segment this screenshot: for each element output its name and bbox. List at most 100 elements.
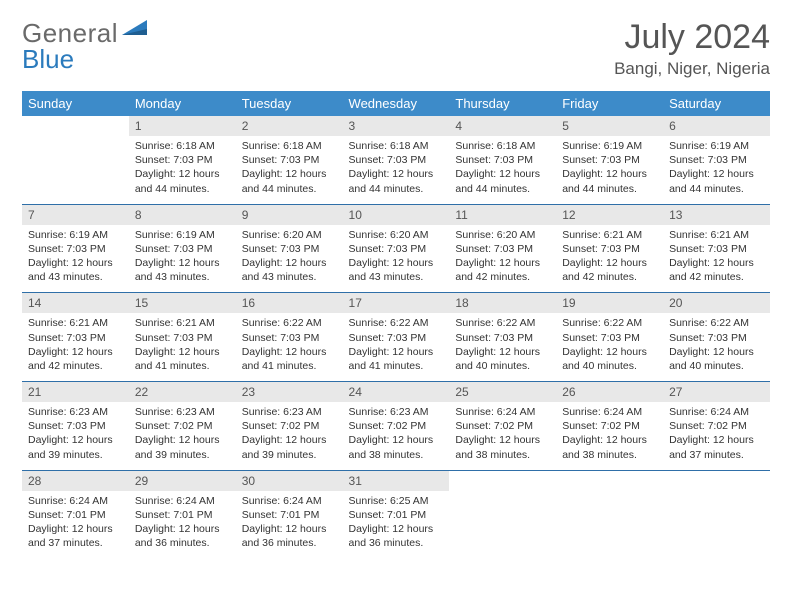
day-header: Saturday	[663, 91, 770, 116]
day-details: Sunrise: 6:20 AMSunset: 7:03 PMDaylight:…	[449, 225, 556, 293]
day-number: 27	[663, 382, 770, 402]
month-title: July 2024	[614, 18, 770, 57]
day-header: Monday	[129, 91, 236, 116]
day-number: 22	[129, 382, 236, 402]
location-text: Bangi, Niger, Nigeria	[614, 59, 770, 79]
day-number: 5	[556, 116, 663, 136]
day-number: 1	[129, 116, 236, 136]
day-details: Sunrise: 6:24 AMSunset: 7:02 PMDaylight:…	[556, 402, 663, 470]
day-details: Sunrise: 6:18 AMSunset: 7:03 PMDaylight:…	[449, 136, 556, 204]
day-details: Sunrise: 6:18 AMSunset: 7:03 PMDaylight:…	[236, 136, 343, 204]
day-cell: 6Sunrise: 6:19 AMSunset: 7:03 PMDaylight…	[663, 116, 770, 204]
brand-triangle-icon	[122, 18, 148, 41]
day-cell: .	[22, 116, 129, 204]
day-details: Sunrise: 6:23 AMSunset: 7:03 PMDaylight:…	[22, 402, 129, 470]
day-details: Sunrise: 6:18 AMSunset: 7:03 PMDaylight:…	[129, 136, 236, 204]
day-cell: 28Sunrise: 6:24 AMSunset: 7:01 PMDayligh…	[22, 470, 129, 558]
day-cell: 22Sunrise: 6:23 AMSunset: 7:02 PMDayligh…	[129, 382, 236, 471]
brand-part2: Blue	[22, 44, 74, 75]
day-cell: 26Sunrise: 6:24 AMSunset: 7:02 PMDayligh…	[556, 382, 663, 471]
day-number: 6	[663, 116, 770, 136]
day-details: Sunrise: 6:20 AMSunset: 7:03 PMDaylight:…	[343, 225, 450, 293]
day-number: 20	[663, 293, 770, 313]
day-cell: 14Sunrise: 6:21 AMSunset: 7:03 PMDayligh…	[22, 293, 129, 382]
day-number: 18	[449, 293, 556, 313]
day-cell: 31Sunrise: 6:25 AMSunset: 7:01 PMDayligh…	[343, 470, 450, 558]
day-details: Sunrise: 6:22 AMSunset: 7:03 PMDaylight:…	[449, 313, 556, 381]
day-details: Sunrise: 6:19 AMSunset: 7:03 PMDaylight:…	[556, 136, 663, 204]
day-number: 7	[22, 205, 129, 225]
day-cell: 7Sunrise: 6:19 AMSunset: 7:03 PMDaylight…	[22, 204, 129, 293]
day-details: Sunrise: 6:24 AMSunset: 7:01 PMDaylight:…	[129, 491, 236, 559]
day-cell: .	[449, 470, 556, 558]
day-number: 19	[556, 293, 663, 313]
day-number: 29	[129, 471, 236, 491]
day-details: Sunrise: 6:23 AMSunset: 7:02 PMDaylight:…	[236, 402, 343, 470]
day-details: Sunrise: 6:22 AMSunset: 7:03 PMDaylight:…	[236, 313, 343, 381]
day-number: 26	[556, 382, 663, 402]
day-cell: 24Sunrise: 6:23 AMSunset: 7:02 PMDayligh…	[343, 382, 450, 471]
calendar-body: . 1Sunrise: 6:18 AMSunset: 7:03 PMDaylig…	[22, 116, 770, 558]
day-cell: 23Sunrise: 6:23 AMSunset: 7:02 PMDayligh…	[236, 382, 343, 471]
day-number: 24	[343, 382, 450, 402]
day-number: 31	[343, 471, 450, 491]
day-details: Sunrise: 6:19 AMSunset: 7:03 PMDaylight:…	[22, 225, 129, 293]
day-number: 12	[556, 205, 663, 225]
day-number: 28	[22, 471, 129, 491]
day-cell: 13Sunrise: 6:21 AMSunset: 7:03 PMDayligh…	[663, 204, 770, 293]
day-number: 4	[449, 116, 556, 136]
day-number: 2	[236, 116, 343, 136]
day-details: Sunrise: 6:19 AMSunset: 7:03 PMDaylight:…	[129, 225, 236, 293]
day-cell: 4Sunrise: 6:18 AMSunset: 7:03 PMDaylight…	[449, 116, 556, 204]
day-cell: 21Sunrise: 6:23 AMSunset: 7:03 PMDayligh…	[22, 382, 129, 471]
day-details: Sunrise: 6:23 AMSunset: 7:02 PMDaylight:…	[129, 402, 236, 470]
day-cell: 29Sunrise: 6:24 AMSunset: 7:01 PMDayligh…	[129, 470, 236, 558]
day-cell: 9Sunrise: 6:20 AMSunset: 7:03 PMDaylight…	[236, 204, 343, 293]
week-row: 7Sunrise: 6:19 AMSunset: 7:03 PMDaylight…	[22, 204, 770, 293]
day-header: Wednesday	[343, 91, 450, 116]
day-cell: 3Sunrise: 6:18 AMSunset: 7:03 PMDaylight…	[343, 116, 450, 204]
day-details: Sunrise: 6:21 AMSunset: 7:03 PMDaylight:…	[663, 225, 770, 293]
calendar-table: SundayMondayTuesdayWednesdayThursdayFrid…	[22, 91, 770, 558]
day-header: Tuesday	[236, 91, 343, 116]
day-number: 11	[449, 205, 556, 225]
day-cell: 1Sunrise: 6:18 AMSunset: 7:03 PMDaylight…	[129, 116, 236, 204]
day-number: 13	[663, 205, 770, 225]
day-header: Thursday	[449, 91, 556, 116]
day-cell: .	[556, 470, 663, 558]
day-details: Sunrise: 6:24 AMSunset: 7:02 PMDaylight:…	[663, 402, 770, 470]
day-details: Sunrise: 6:21 AMSunset: 7:03 PMDaylight:…	[129, 313, 236, 381]
day-number: 21	[22, 382, 129, 402]
day-details: Sunrise: 6:23 AMSunset: 7:02 PMDaylight:…	[343, 402, 450, 470]
day-details: Sunrise: 6:18 AMSunset: 7:03 PMDaylight:…	[343, 136, 450, 204]
day-header: Sunday	[22, 91, 129, 116]
day-details: Sunrise: 6:21 AMSunset: 7:03 PMDaylight:…	[22, 313, 129, 381]
day-details: Sunrise: 6:24 AMSunset: 7:02 PMDaylight:…	[449, 402, 556, 470]
title-block: July 2024 Bangi, Niger, Nigeria	[614, 18, 770, 79]
day-details: Sunrise: 6:24 AMSunset: 7:01 PMDaylight:…	[236, 491, 343, 559]
day-cell: 5Sunrise: 6:19 AMSunset: 7:03 PMDaylight…	[556, 116, 663, 204]
day-number: 23	[236, 382, 343, 402]
calendar-header-row: SundayMondayTuesdayWednesdayThursdayFrid…	[22, 91, 770, 116]
day-cell: 12Sunrise: 6:21 AMSunset: 7:03 PMDayligh…	[556, 204, 663, 293]
day-number: 14	[22, 293, 129, 313]
day-cell: 17Sunrise: 6:22 AMSunset: 7:03 PMDayligh…	[343, 293, 450, 382]
header: General July 2024 Bangi, Niger, Nigeria	[22, 18, 770, 79]
day-cell: 2Sunrise: 6:18 AMSunset: 7:03 PMDaylight…	[236, 116, 343, 204]
day-details: Sunrise: 6:21 AMSunset: 7:03 PMDaylight:…	[556, 225, 663, 293]
day-details: Sunrise: 6:24 AMSunset: 7:01 PMDaylight:…	[22, 491, 129, 559]
day-cell: 8Sunrise: 6:19 AMSunset: 7:03 PMDaylight…	[129, 204, 236, 293]
day-cell: 10Sunrise: 6:20 AMSunset: 7:03 PMDayligh…	[343, 204, 450, 293]
day-number: 16	[236, 293, 343, 313]
day-cell: 16Sunrise: 6:22 AMSunset: 7:03 PMDayligh…	[236, 293, 343, 382]
day-number: 8	[129, 205, 236, 225]
day-number: 3	[343, 116, 450, 136]
week-row: . 1Sunrise: 6:18 AMSunset: 7:03 PMDaylig…	[22, 116, 770, 204]
day-number: 10	[343, 205, 450, 225]
day-cell: 27Sunrise: 6:24 AMSunset: 7:02 PMDayligh…	[663, 382, 770, 471]
day-cell: 11Sunrise: 6:20 AMSunset: 7:03 PMDayligh…	[449, 204, 556, 293]
day-details: Sunrise: 6:25 AMSunset: 7:01 PMDaylight:…	[343, 491, 450, 559]
day-cell: 20Sunrise: 6:22 AMSunset: 7:03 PMDayligh…	[663, 293, 770, 382]
day-number: 15	[129, 293, 236, 313]
week-row: 14Sunrise: 6:21 AMSunset: 7:03 PMDayligh…	[22, 293, 770, 382]
